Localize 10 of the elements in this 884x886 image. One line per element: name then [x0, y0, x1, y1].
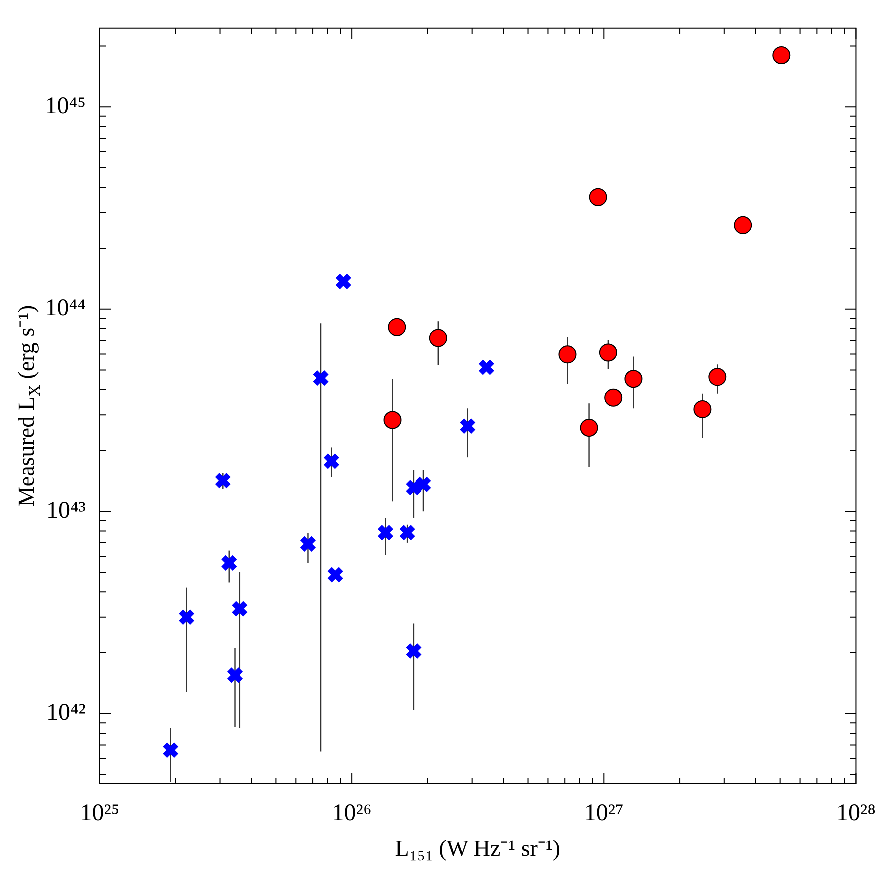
- x-tick-label: 10²⁸: [836, 800, 876, 827]
- y-tick-label: 10⁴²: [46, 700, 86, 726]
- y-tick-label: 10⁴⁴: [45, 296, 86, 322]
- y-tick-label: 10⁴³: [46, 498, 86, 524]
- y-tick-label: 10⁴⁵: [45, 93, 86, 120]
- x-axis-title: L₁₅₁ (W Hz⁻¹ sr⁻¹): [395, 836, 560, 861]
- x-tick-label: 10²⁵: [80, 800, 120, 827]
- x-tick-label: 10²⁷: [584, 800, 624, 827]
- y-axis-title: Measured LX (erg s⁻¹): [14, 305, 44, 508]
- x-tick-label: 10²⁶: [332, 800, 372, 827]
